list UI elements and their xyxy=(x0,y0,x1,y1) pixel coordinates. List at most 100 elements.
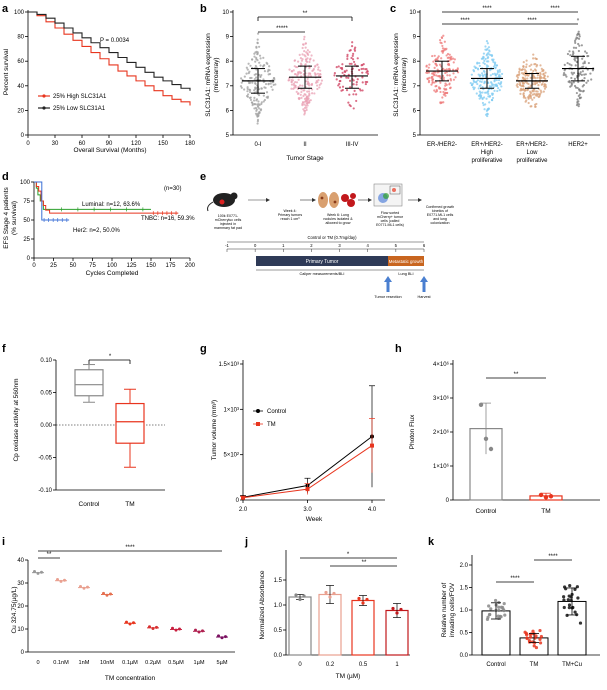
b-point xyxy=(308,67,311,70)
b-point xyxy=(304,46,307,49)
panel-k-label: k xyxy=(428,536,435,548)
b-point xyxy=(355,81,358,84)
panel-j: j Normalized Absorbance 0.0 0.5 1.0 1.5 0 0.… xyxy=(244,536,410,680)
c-point xyxy=(533,68,537,71)
b-point xyxy=(305,80,308,83)
c-point xyxy=(535,65,538,68)
i-point-4-0 xyxy=(125,620,128,624)
k-point xyxy=(531,629,535,633)
metastatic-bar xyxy=(388,256,424,266)
b-point xyxy=(318,86,321,89)
panel-i: i Cu 324.75(µg/L) 0 10 20 30 40 0 0.1nM 1nM 10n… xyxy=(2,536,235,682)
d-xtick-label-5: 125 xyxy=(126,263,137,269)
c-point xyxy=(537,92,540,96)
i-xtick-label-5: 0.2µM xyxy=(145,660,161,666)
d-series-1 xyxy=(34,181,179,214)
b-point xyxy=(341,71,344,74)
h-ytick-label-3: 3×10⁶ xyxy=(433,395,450,402)
b-point xyxy=(310,83,313,86)
b-point xyxy=(313,65,317,68)
panel-a-pvalue: P = 0.0034 xyxy=(100,38,130,44)
step4-line1: Flow sorted xyxy=(381,211,400,215)
c-point xyxy=(488,50,491,53)
i-xtick-label-1: 0.1nM xyxy=(53,660,69,666)
panel-d-luminal: Luminal: n=12, 63.6% xyxy=(82,202,141,208)
b-point xyxy=(246,87,249,91)
c-point xyxy=(481,97,484,101)
c-point xyxy=(482,69,485,73)
c-point xyxy=(573,77,577,80)
b-point xyxy=(296,65,299,69)
c-point xyxy=(517,74,520,77)
b-point xyxy=(349,49,352,52)
c-point xyxy=(527,101,530,105)
b-point xyxy=(304,42,307,45)
panel-h-label: h xyxy=(395,343,402,355)
c-point xyxy=(475,80,478,83)
i-point-1-2 xyxy=(63,578,66,582)
b-point xyxy=(249,98,253,102)
panel-g-ylabel: Tumor volume (mm³) xyxy=(211,400,218,460)
i-point-2-0 xyxy=(79,584,82,588)
c-point xyxy=(500,72,504,76)
i-point-4-2 xyxy=(132,621,135,625)
i-point-2-2 xyxy=(86,585,89,589)
g-point-1-0 xyxy=(241,495,245,500)
k-point xyxy=(534,645,539,650)
panel-k-sig-0: **** xyxy=(510,576,520,582)
c-point xyxy=(534,94,537,97)
b-point xyxy=(305,102,308,105)
c-point xyxy=(481,91,484,94)
b-point xyxy=(250,76,253,80)
c-point xyxy=(529,84,532,87)
b-point xyxy=(258,88,261,91)
f-ytick-label-0: -0.10 xyxy=(38,488,52,494)
c-point xyxy=(575,91,578,95)
i-point-0-0 xyxy=(33,570,36,573)
g-point-1-1 xyxy=(305,487,310,492)
b-point xyxy=(257,100,260,103)
c-point xyxy=(434,62,437,65)
c-point xyxy=(480,80,483,84)
c-point xyxy=(492,65,496,68)
b-point xyxy=(317,66,320,69)
e-tick-label-5: 4 xyxy=(367,243,370,248)
c-point xyxy=(542,73,545,76)
c-point xyxy=(529,96,533,100)
c-point xyxy=(473,65,476,68)
d-series-2 xyxy=(34,181,70,221)
c-point xyxy=(523,68,526,71)
i-point-7-0 xyxy=(194,628,197,632)
c-point xyxy=(522,61,525,64)
c-point xyxy=(519,82,522,85)
d-ytick-label-1: 25 xyxy=(23,237,30,243)
c-point xyxy=(426,71,429,74)
c-point xyxy=(538,74,542,77)
j-point-1-1 xyxy=(328,595,332,599)
panel-c-sub-1b: proliferative xyxy=(471,158,503,164)
step2-line1: Week 4: xyxy=(283,209,296,213)
c-point xyxy=(577,88,581,91)
c-point xyxy=(431,81,434,84)
b-point xyxy=(361,81,364,84)
b-point xyxy=(318,73,322,76)
b-point xyxy=(306,90,309,93)
j-ytick-label-2: 1.0 xyxy=(274,603,283,609)
b-point xyxy=(269,82,272,85)
f-box-0 xyxy=(74,369,104,397)
b-point xyxy=(297,78,300,81)
i-point-0-1 xyxy=(36,571,40,575)
d-xtick-label-6: 150 xyxy=(146,263,157,269)
c-point xyxy=(577,100,580,103)
j-bar-2 xyxy=(351,599,375,656)
c-point xyxy=(491,96,495,100)
c-point xyxy=(579,71,582,74)
b-point xyxy=(337,84,340,87)
panel-j-xlabel: TM (µM) xyxy=(336,673,361,680)
j-point-0-2 xyxy=(302,594,306,598)
f-ytick-label-3: 0.05 xyxy=(40,391,52,397)
b-point xyxy=(316,84,319,87)
f-ytick-label-4: 0.10 xyxy=(40,358,52,364)
b-point xyxy=(355,93,358,96)
c-point xyxy=(523,89,526,92)
